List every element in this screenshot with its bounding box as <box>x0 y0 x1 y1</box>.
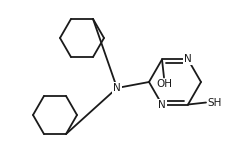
Text: OH: OH <box>156 80 172 90</box>
Text: SH: SH <box>207 98 221 108</box>
Text: N: N <box>113 83 121 93</box>
Text: N: N <box>158 99 166 109</box>
Text: N: N <box>184 54 192 65</box>
